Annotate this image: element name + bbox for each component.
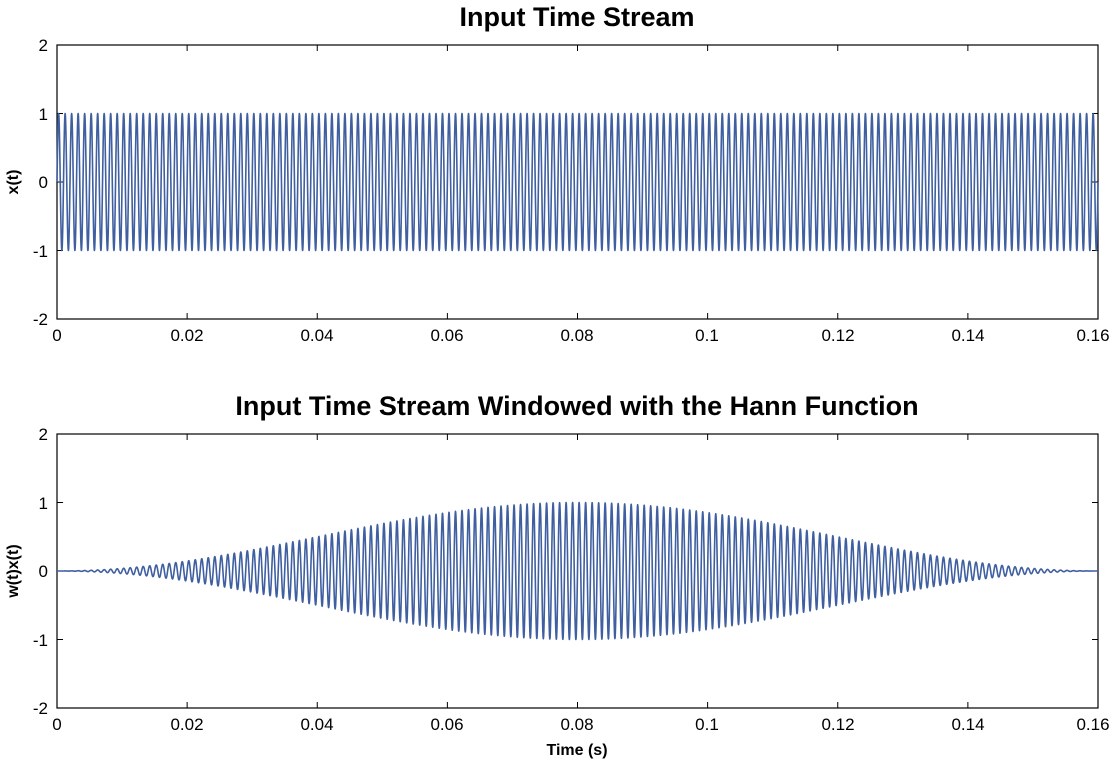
x-tick-label: 0.1 bbox=[695, 715, 719, 734]
x-tick-label: 0 bbox=[52, 715, 61, 734]
y-tick-label: -1 bbox=[33, 242, 48, 261]
series-line bbox=[56, 501, 1099, 641]
x-tick-label: 0 bbox=[52, 326, 61, 345]
chart-title: Input Time Stream bbox=[459, 2, 694, 32]
x-tick-label: 0.14 bbox=[951, 715, 984, 734]
x-tick-label: 0.08 bbox=[560, 715, 593, 734]
y-axis-ticks: 2 1 0 -1 -2 bbox=[33, 36, 48, 329]
y-axis-label: x(t) bbox=[5, 170, 22, 195]
x-tick-label: 0.12 bbox=[821, 326, 854, 345]
x-tick-label: 0.14 bbox=[951, 326, 984, 345]
x-axis-label: Time (s) bbox=[546, 742, 607, 759]
x-axis-ticks: 0 0.02 0.04 0.06 0.08 0.1 0.12 0.14 0.16 bbox=[52, 326, 1109, 345]
panel-windowed-time-stream: Input Time Stream Windowed with the Hann… bbox=[5, 391, 1110, 759]
y-tick-label: -2 bbox=[33, 310, 48, 329]
x-axis-ticks: 0 0.02 0.04 0.06 0.08 0.1 0.12 0.14 0.16 bbox=[52, 715, 1109, 734]
x-tick-label: 0.02 bbox=[170, 326, 203, 345]
chart-title: Input Time Stream Windowed with the Hann… bbox=[235, 391, 918, 421]
y-tick-label: 1 bbox=[39, 105, 48, 124]
x-tick-label: 0.16 bbox=[1076, 715, 1109, 734]
x-tick-label: 0.02 bbox=[170, 715, 203, 734]
y-tick-label: -2 bbox=[33, 699, 48, 718]
y-axis-ticks: 2 1 0 -1 -2 bbox=[33, 425, 48, 718]
x-tick-label: 0.08 bbox=[560, 326, 593, 345]
x-tick-label: 0.04 bbox=[300, 326, 333, 345]
y-tick-label: 1 bbox=[39, 494, 48, 513]
y-tick-label: 2 bbox=[39, 425, 48, 444]
y-tick-label: -1 bbox=[33, 631, 48, 650]
series-line bbox=[56, 112, 1099, 252]
y-tick-label: 0 bbox=[39, 562, 48, 581]
x-tick-label: 0.06 bbox=[430, 715, 463, 734]
x-tick-label: 0.06 bbox=[430, 326, 463, 345]
x-tick-label: 0.04 bbox=[300, 715, 333, 734]
panel-input-time-stream: Input Time Stream 2 1 0 -1 -2 0 0.02 0.0… bbox=[5, 2, 1110, 345]
y-tick-label: 0 bbox=[39, 173, 48, 192]
x-tick-label: 0.16 bbox=[1076, 326, 1109, 345]
x-tick-label: 0.12 bbox=[821, 715, 854, 734]
y-axis-label: w(t)x(t) bbox=[5, 544, 22, 598]
tick-marks bbox=[56, 44, 1099, 320]
x-tick-label: 0.1 bbox=[695, 326, 719, 345]
y-tick-label: 2 bbox=[39, 36, 48, 55]
